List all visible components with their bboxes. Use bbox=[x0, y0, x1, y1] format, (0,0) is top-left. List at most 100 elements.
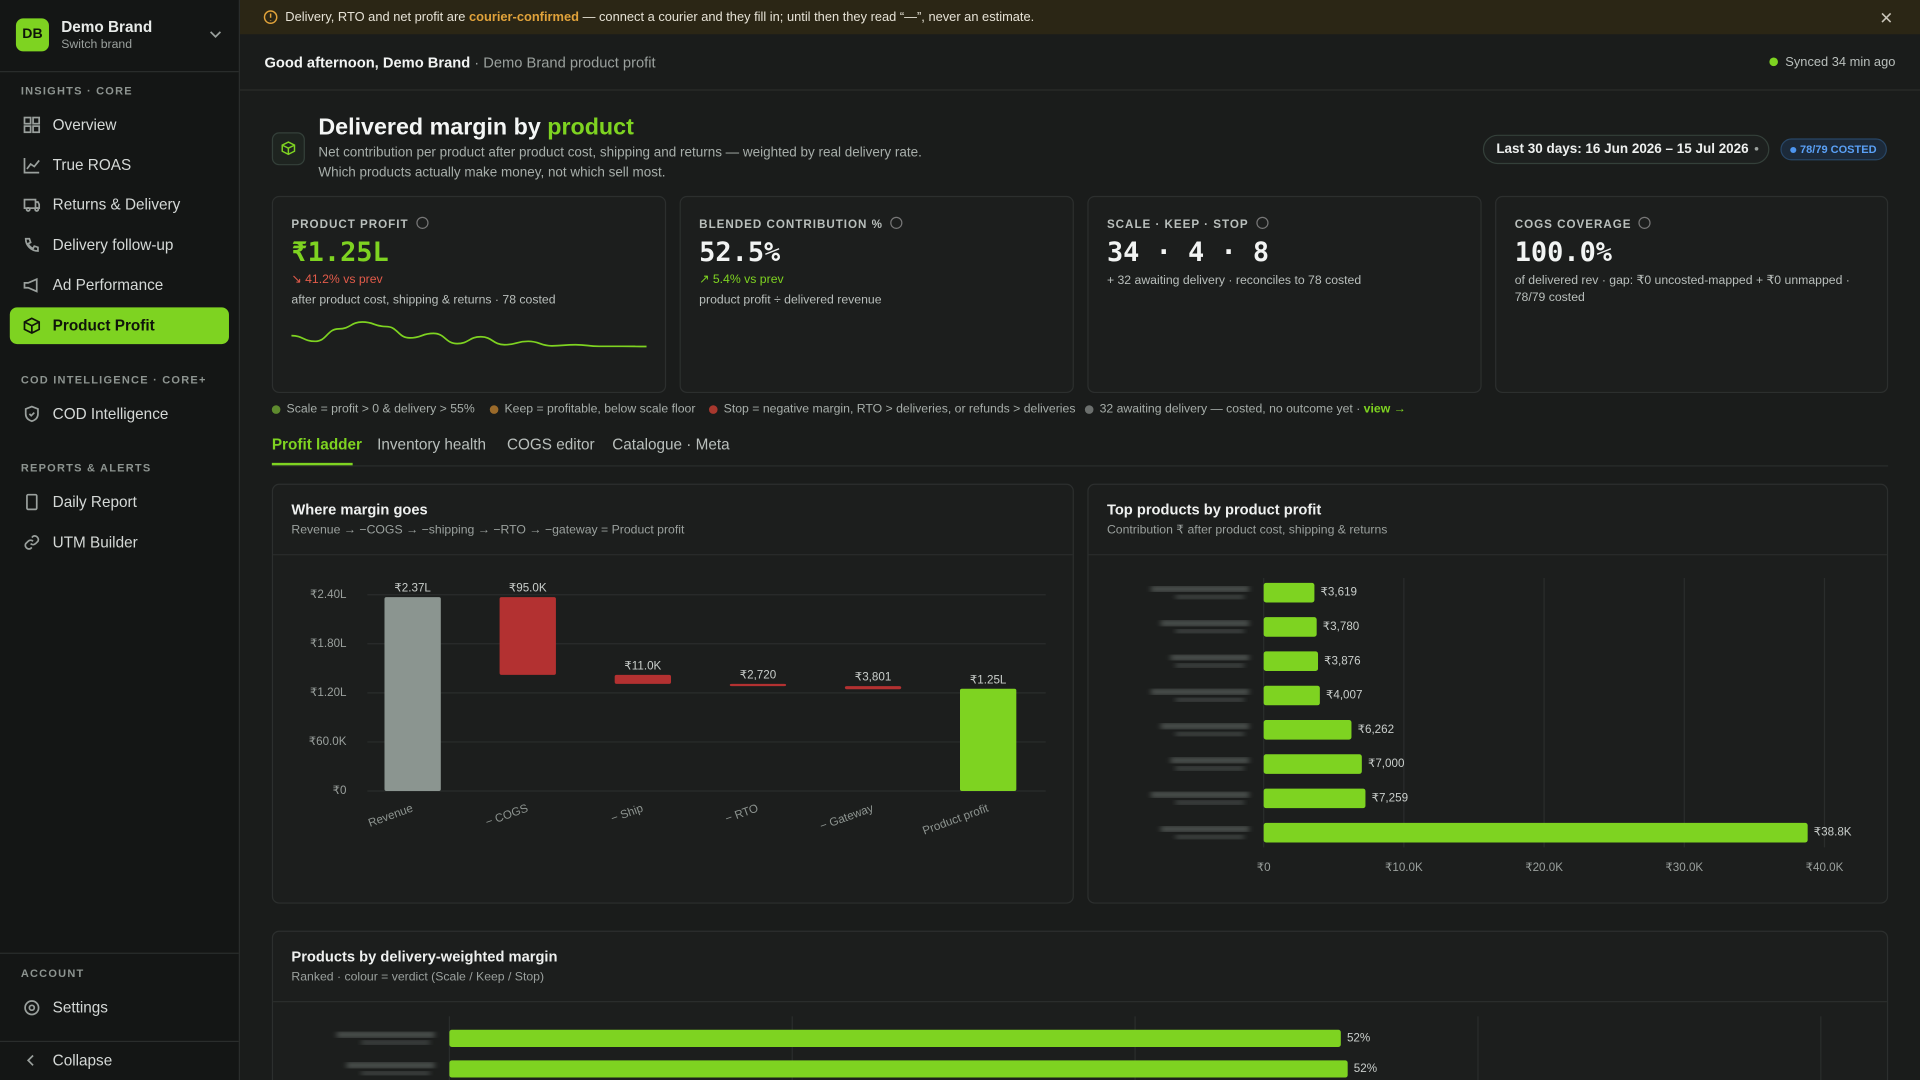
nav-label[interactable]: Product Profit bbox=[52, 317, 155, 335]
kpi-label: PRODUCT PROFIT bbox=[291, 216, 429, 231]
bar bbox=[1263, 822, 1808, 843]
tab[interactable]: COGS editor bbox=[506, 435, 595, 454]
blurred-label bbox=[1175, 800, 1245, 805]
nav-item[interactable]: Overview bbox=[10, 107, 229, 144]
date-range-picker[interactable]: Last 30 days: 16 Jun 2026 – 15 Jul 2026 bbox=[1482, 134, 1770, 165]
legend-item: 32 awaiting delivery — costed, no outcom… bbox=[1084, 402, 1406, 417]
nav-item[interactable]: Delivery follow-up bbox=[10, 227, 229, 264]
bar bbox=[1263, 754, 1362, 774]
kpi-label: SCALE · KEEP · STOP bbox=[1107, 216, 1269, 231]
brand-avatar[interactable]: DB bbox=[15, 18, 49, 52]
nav-item[interactable]: Ad Performance bbox=[10, 267, 229, 304]
dropdown-indicator[interactable] bbox=[1754, 146, 1759, 151]
chart-subtitle: Ranked · colour = verdict (Scale / Keep … bbox=[291, 969, 544, 983]
bar bbox=[1263, 617, 1317, 637]
nav-label[interactable]: Returns & Delivery bbox=[52, 195, 181, 214]
kpi-value: 34 · 4 · 8 bbox=[1106, 237, 1270, 269]
blurred-label bbox=[1170, 757, 1249, 763]
blurred-label bbox=[1160, 620, 1249, 626]
blurred-label bbox=[1175, 766, 1245, 771]
nav-item[interactable]: Daily Report bbox=[10, 484, 229, 521]
kpi-delta: ↗ 5.4% vs prev bbox=[699, 273, 784, 287]
kpi-label-text: COGS COVERAGE bbox=[1514, 217, 1632, 232]
page-title: Delivered margin by product bbox=[318, 115, 633, 142]
bar bbox=[614, 674, 672, 684]
nav-item[interactable]: Returns & Delivery bbox=[10, 186, 229, 223]
nav-label[interactable]: True ROAS bbox=[52, 156, 132, 174]
banner-close[interactable] bbox=[1881, 12, 1892, 23]
bar bbox=[1263, 788, 1366, 809]
x-tick-label: − Gateway bbox=[818, 802, 875, 833]
brand-subtitle[interactable]: Switch brand bbox=[61, 37, 133, 52]
value-label: ₹3,780 bbox=[1323, 620, 1360, 633]
blurred-label bbox=[1175, 663, 1245, 668]
legend-item: Scale = profit > 0 & delivery > 55% bbox=[271, 403, 475, 416]
value-label: ₹3,876 bbox=[1324, 654, 1361, 667]
kpi-note: + 32 awaiting delivery · reconciles to 7… bbox=[1106, 274, 1362, 288]
blurred-label bbox=[346, 1062, 435, 1068]
x-tick-label: Product profit bbox=[921, 801, 991, 837]
legend-item: Stop = negative margin, RTO > deliveries… bbox=[708, 403, 1075, 416]
legend-text: Keep = profitable, below scale floor bbox=[504, 402, 696, 417]
nav-item[interactable]: True ROAS bbox=[10, 147, 229, 184]
kpi-value: 100.0% bbox=[1514, 237, 1613, 269]
blurred-label bbox=[1175, 595, 1245, 599]
value-label: 52% bbox=[1347, 1031, 1370, 1044]
nav-label[interactable]: Settings bbox=[52, 999, 108, 1017]
bar bbox=[449, 1060, 1348, 1078]
blurred-label bbox=[1151, 792, 1249, 798]
chart-card bbox=[271, 930, 1889, 1080]
nav-item[interactable]: Settings bbox=[10, 989, 229, 1026]
nav-item[interactable]: UTM Builder bbox=[10, 524, 229, 561]
date-range[interactable]: Last 30 days: 16 Jun 2026 – 15 Jul 2026 bbox=[1496, 142, 1749, 157]
tab[interactable]: Catalogue · Meta bbox=[612, 435, 730, 454]
collapse-label[interactable]: Collapse bbox=[52, 1051, 113, 1069]
legend-link[interactable]: view → bbox=[1363, 402, 1406, 417]
bar bbox=[449, 1029, 1341, 1047]
blurred-label bbox=[1170, 655, 1249, 660]
nav-label[interactable]: Ad Performance bbox=[52, 276, 164, 294]
nav-item-active[interactable]: Product Profit bbox=[9, 307, 229, 345]
collapse-button[interactable]: Collapse bbox=[10, 1042, 229, 1079]
tab-active[interactable]: Profit ladder bbox=[271, 435, 362, 454]
kpi-value: ₹1.25L bbox=[291, 237, 389, 269]
value-label: ₹3,619 bbox=[1321, 586, 1358, 599]
nav-label[interactable]: Delivery follow-up bbox=[52, 236, 174, 254]
badge-text: 78/79 COSTED bbox=[1800, 143, 1877, 156]
value-label: ₹7,000 bbox=[1368, 757, 1405, 770]
x-tick-label: ₹40.0K bbox=[1806, 861, 1844, 874]
divider bbox=[240, 89, 1920, 91]
value-label: ₹2.37L bbox=[394, 582, 431, 595]
brand-chevron[interactable] bbox=[209, 29, 222, 39]
nav-label[interactable]: Overview bbox=[52, 116, 117, 134]
divider bbox=[0, 71, 239, 73]
blurred-label bbox=[361, 1040, 430, 1045]
legend-text: 32 awaiting delivery — costed, no outcom… bbox=[1099, 402, 1364, 417]
sidebar: DB Demo Brand Switch brand INSIGHTS · CO… bbox=[0, 0, 240, 1080]
blurred-label bbox=[1151, 586, 1249, 592]
tab[interactable]: Inventory health bbox=[377, 435, 487, 454]
nav-label[interactable]: UTM Builder bbox=[52, 533, 138, 552]
page-subtitle: Which products actually make money, not … bbox=[318, 165, 666, 180]
nav-label[interactable]: COD Intelligence bbox=[52, 405, 169, 423]
nav-item[interactable]: COD Intelligence bbox=[10, 396, 229, 433]
bar bbox=[729, 683, 787, 687]
chart-subtitle: Contribution ₹ after product cost, shipp… bbox=[1107, 522, 1387, 536]
value-label: ₹95.0K bbox=[509, 582, 547, 595]
section-title: INSIGHTS · CORE bbox=[20, 84, 133, 97]
value-label: ₹7,259 bbox=[1372, 791, 1409, 804]
section-title: COD INTELLIGENCE · CORE+ bbox=[20, 373, 207, 386]
banner-highlight: courier-confirmed bbox=[468, 9, 579, 25]
bar bbox=[384, 597, 441, 792]
bar bbox=[1263, 582, 1315, 603]
y-tick-label: ₹2.40L bbox=[310, 588, 347, 601]
x-tick-label: − RTO bbox=[724, 802, 761, 826]
tab-divider bbox=[271, 465, 1889, 467]
badge-dot bbox=[1790, 146, 1797, 154]
kpi-value: 52.5% bbox=[699, 237, 781, 269]
y-tick-label: ₹0 bbox=[333, 784, 347, 797]
value-label: ₹11.0K bbox=[624, 659, 661, 672]
value-label: ₹6,262 bbox=[1358, 723, 1395, 736]
brand-name[interactable]: Demo Brand bbox=[61, 18, 153, 36]
nav-label[interactable]: Daily Report bbox=[52, 493, 137, 511]
